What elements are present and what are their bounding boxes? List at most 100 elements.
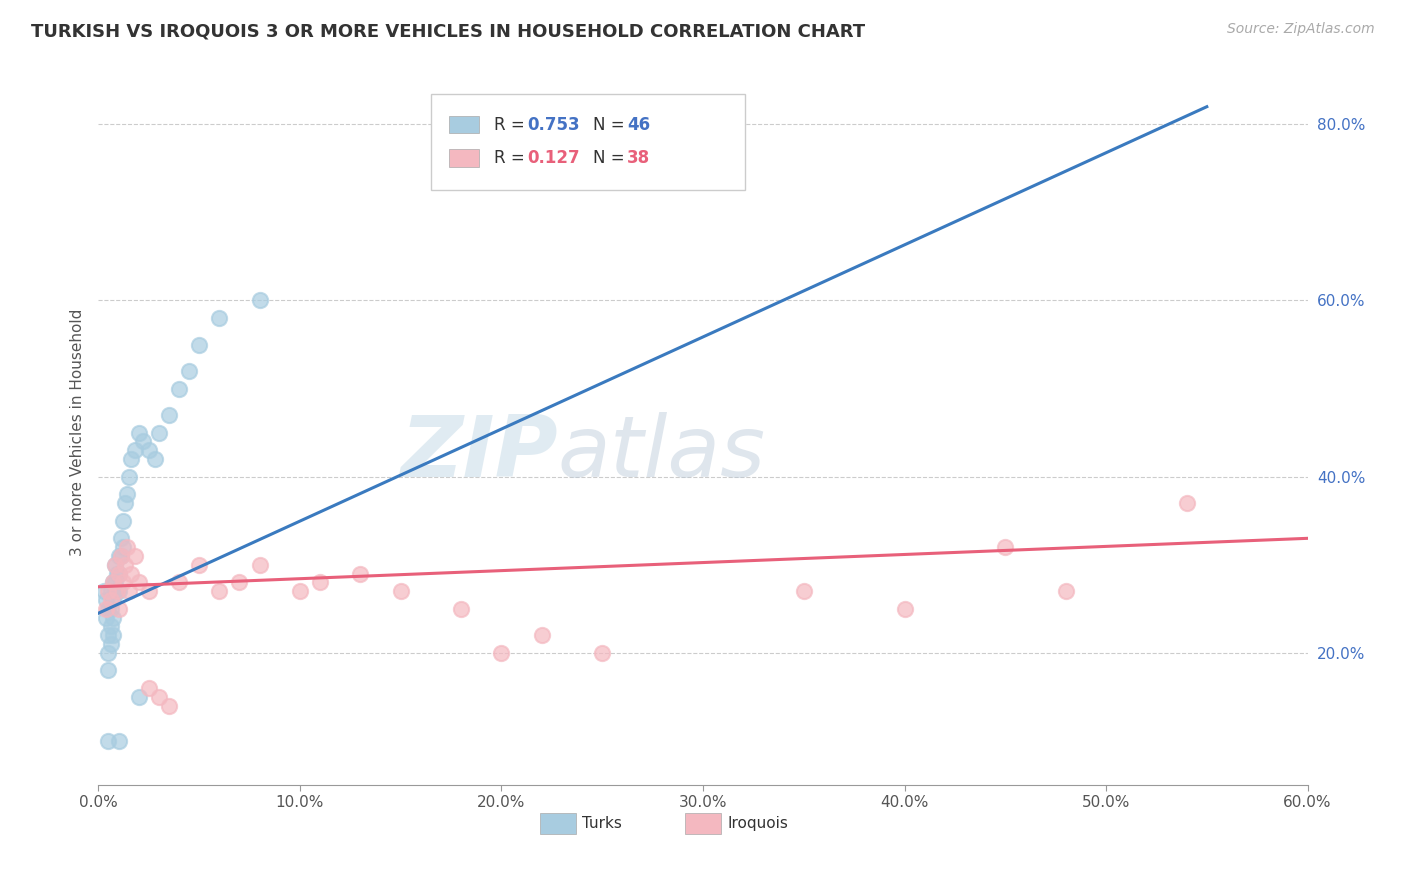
Point: [1054, 584, 1077, 599]
Point: [100, 637, 122, 651]
Point: [111, 575, 134, 590]
Point: [105, 566, 128, 581]
Point: [97, 664, 120, 678]
Point: [115, 487, 138, 501]
Point: [349, 566, 371, 581]
Point: [148, 690, 170, 704]
Point: [96, 593, 118, 607]
Point: [157, 698, 180, 713]
Text: 0.127: 0.127: [527, 149, 581, 167]
Point: [249, 293, 271, 308]
Point: [100, 584, 122, 599]
Point: [120, 566, 142, 581]
Point: [188, 337, 211, 351]
Point: [118, 469, 141, 483]
Point: [93, 584, 115, 599]
Point: [120, 452, 142, 467]
Point: [114, 496, 136, 510]
Point: [148, 425, 170, 440]
Point: [105, 584, 128, 599]
Point: [97, 584, 120, 599]
Point: [101, 628, 124, 642]
Y-axis label: 3 or more Vehicles in Household: 3 or more Vehicles in Household: [69, 309, 84, 557]
Text: atlas: atlas: [558, 412, 766, 495]
FancyBboxPatch shape: [432, 95, 745, 189]
Point: [110, 549, 132, 563]
Point: [124, 443, 146, 458]
Point: [96, 610, 118, 624]
Point: [107, 601, 129, 615]
Point: [124, 549, 146, 563]
Point: [101, 575, 124, 590]
Point: [228, 575, 250, 590]
Bar: [540, 814, 576, 834]
Point: [111, 514, 134, 528]
Text: Source: ZipAtlas.com: Source: ZipAtlas.com: [1227, 22, 1375, 37]
Point: [309, 575, 332, 590]
Point: [107, 734, 129, 748]
Point: [893, 601, 915, 615]
Point: [143, 452, 166, 467]
Bar: [449, 149, 479, 167]
Point: [389, 584, 412, 599]
Point: [114, 558, 136, 572]
Point: [101, 593, 124, 607]
Point: [1175, 496, 1198, 510]
Text: Turks: Turks: [582, 816, 621, 831]
Point: [101, 610, 124, 624]
Text: Iroquois: Iroquois: [727, 816, 787, 831]
Text: 38: 38: [627, 149, 650, 167]
Point: [491, 646, 513, 660]
Text: R =: R =: [494, 149, 530, 167]
Text: N =: N =: [593, 149, 630, 167]
Point: [110, 531, 132, 545]
Text: 46: 46: [627, 116, 650, 134]
Point: [132, 434, 155, 449]
Point: [97, 734, 120, 748]
Text: R =: R =: [494, 116, 530, 134]
Point: [167, 575, 190, 590]
Point: [450, 601, 472, 615]
Point: [208, 311, 231, 326]
Point: [101, 575, 124, 590]
Point: [111, 540, 134, 554]
Point: [138, 443, 160, 458]
Point: [105, 584, 128, 599]
Point: [103, 558, 125, 572]
Point: [530, 628, 553, 642]
Point: [138, 584, 160, 599]
Point: [107, 566, 129, 581]
Point: [591, 646, 613, 660]
Point: [107, 549, 129, 563]
Point: [188, 558, 211, 572]
Point: [128, 690, 150, 704]
Point: [138, 681, 160, 695]
Point: [157, 408, 180, 422]
Point: [97, 628, 120, 642]
Point: [107, 584, 129, 599]
Bar: [685, 814, 721, 834]
Point: [96, 601, 118, 615]
Text: 0.753: 0.753: [527, 116, 581, 134]
Text: ZIP: ZIP: [401, 412, 558, 495]
Point: [208, 584, 231, 599]
Point: [249, 558, 271, 572]
Point: [103, 558, 125, 572]
Point: [118, 584, 141, 599]
Bar: [449, 116, 479, 134]
Point: [115, 540, 138, 554]
Point: [179, 364, 201, 378]
Text: TURKISH VS IROQUOIS 3 OR MORE VEHICLES IN HOUSEHOLD CORRELATION CHART: TURKISH VS IROQUOIS 3 OR MORE VEHICLES I…: [31, 22, 865, 40]
Point: [110, 549, 132, 563]
Point: [128, 575, 150, 590]
Point: [103, 584, 125, 599]
Point: [97, 646, 120, 660]
Text: N =: N =: [593, 116, 630, 134]
Point: [128, 425, 150, 440]
Point: [994, 540, 1017, 554]
Point: [97, 601, 120, 615]
Point: [107, 566, 129, 581]
Point: [100, 619, 122, 633]
Point: [167, 382, 190, 396]
Point: [288, 584, 311, 599]
